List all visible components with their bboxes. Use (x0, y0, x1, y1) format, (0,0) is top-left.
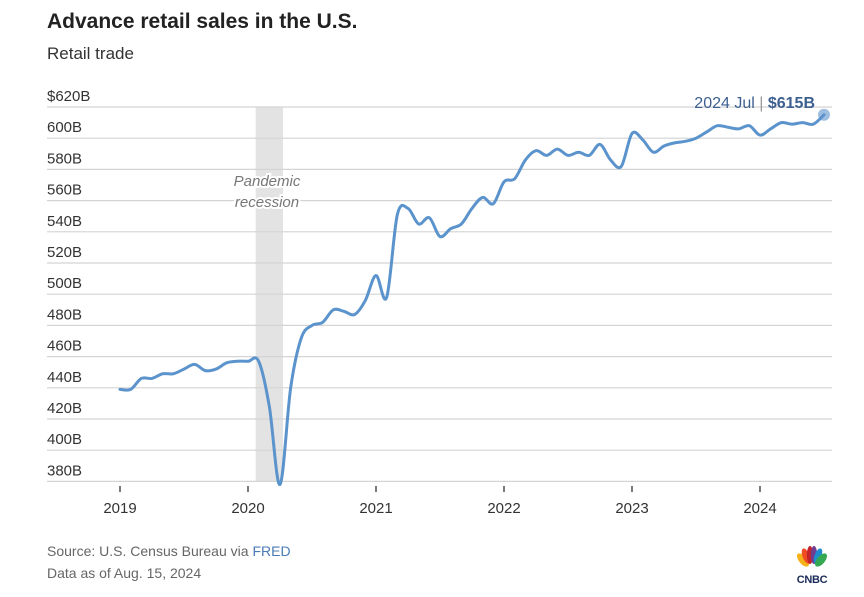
last-value-annotation: 2024 Jul | $615B (694, 95, 815, 112)
y-tick-label: 480B (47, 306, 82, 323)
y-tick-label: 400B (47, 431, 82, 448)
cnbc-logo: CNBC (792, 545, 832, 586)
y-tick-label: 540B (47, 213, 82, 230)
y-tick-label: 520B (47, 244, 82, 261)
recession-label: Pandemic (234, 173, 301, 190)
y-tick-label: 500B (47, 275, 82, 292)
chart-subtitle: Retail trade (47, 44, 134, 63)
x-tick-label: 2019 (103, 500, 136, 517)
y-tick-label: $620B (47, 88, 90, 105)
last-point-marker (818, 108, 830, 121)
data-date-note: Data as of Aug. 15, 2024 (47, 565, 202, 581)
recession-label: recession (235, 194, 299, 211)
fred-link[interactable]: FRED (252, 543, 291, 559)
y-tick-label: 420B (47, 400, 82, 417)
annotation-value: $615B (768, 95, 815, 112)
series-line (118, 113, 826, 487)
source-note: Source: U.S. Census Bureau via FRED (47, 543, 291, 559)
annotation-separator: | (759, 95, 768, 112)
x-tick-label: 2021 (359, 500, 392, 517)
peacock-icon (797, 546, 827, 567)
y-tick-label: 600B (47, 119, 82, 136)
y-tick-label: 380B (47, 462, 82, 479)
x-tick-label: 2024 (743, 500, 776, 517)
y-tick-label: 460B (47, 338, 82, 355)
cnbc-wordmark: CNBC (796, 574, 828, 586)
x-tick-label: 2020 (231, 500, 264, 517)
x-tick-label: 2023 (615, 500, 648, 517)
y-tick-label: 560B (47, 182, 82, 199)
y-tick-label: 440B (47, 369, 82, 386)
x-tick-label: 2022 (487, 500, 520, 517)
y-tick-label: 580B (47, 150, 82, 167)
chart-title: Advance retail sales in the U.S. (47, 10, 358, 33)
annotation-date: 2024 Jul (694, 95, 759, 112)
source-text: Source: U.S. Census Bureau via (47, 543, 253, 559)
